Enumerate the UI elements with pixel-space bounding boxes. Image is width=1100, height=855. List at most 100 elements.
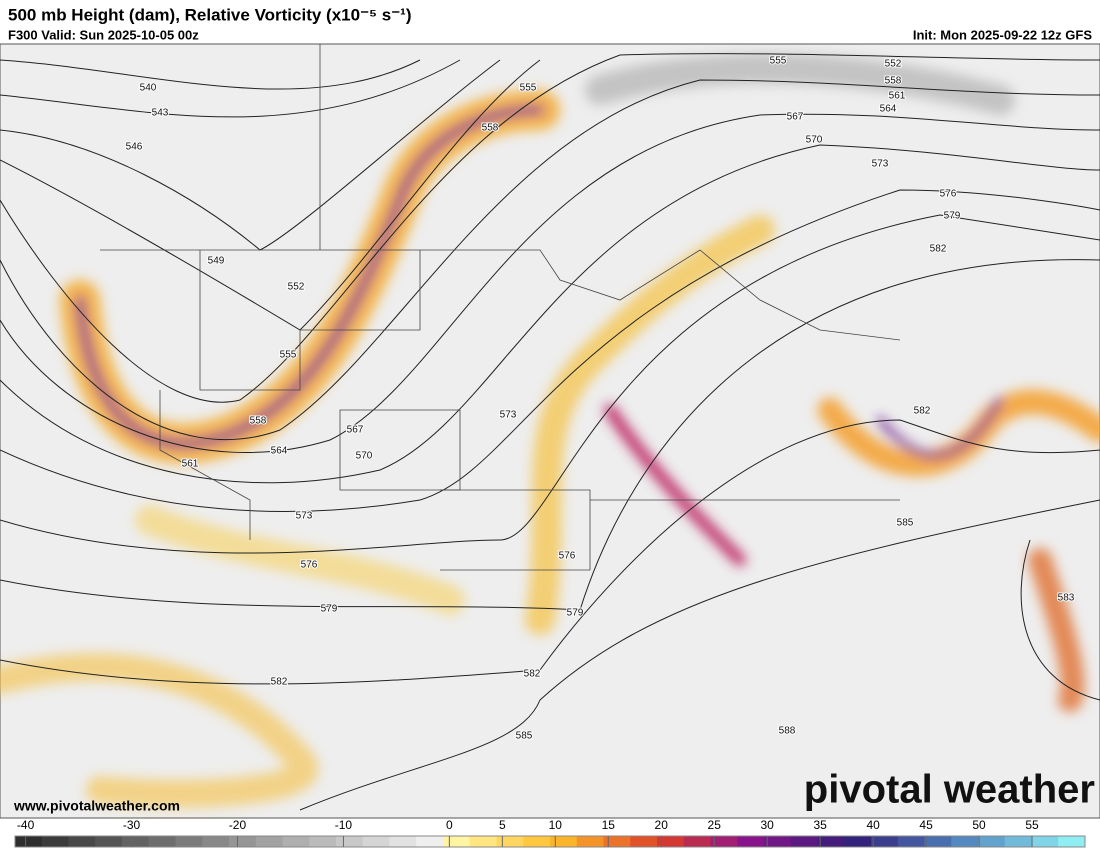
colorbar-swatch xyxy=(657,836,685,847)
colorbar-swatch xyxy=(737,836,765,847)
contour-label: 573 xyxy=(500,410,517,421)
colorbar-tick-label: -20 xyxy=(229,818,247,832)
colorbar-swatch xyxy=(924,836,952,847)
colorbar-tick-label: 10 xyxy=(549,818,563,832)
contour-label: 552 xyxy=(288,282,305,293)
colorbar-swatch xyxy=(603,836,631,847)
colorbar-tick-label: -40 xyxy=(17,818,35,832)
contour-label: 558 xyxy=(250,416,267,427)
contour-label: 540 xyxy=(140,83,157,94)
contour-label: 583 xyxy=(1058,593,1075,604)
colorbar-tick-label: -30 xyxy=(123,818,141,832)
colorbar-swatch xyxy=(469,836,497,847)
colorbar-swatch xyxy=(68,836,96,847)
height-contours xyxy=(0,53,1100,811)
contour-label: 564 xyxy=(271,446,288,457)
contour-label: 582 xyxy=(271,677,288,688)
colorbar-swatch xyxy=(764,836,792,847)
colorbar-swatch xyxy=(844,836,872,847)
colorbar-swatch xyxy=(978,836,1006,847)
contour-label: 579 xyxy=(567,608,584,619)
contour-label: 567 xyxy=(787,112,804,123)
contour-label: 561 xyxy=(182,459,199,470)
colorbar-tick-label: -10 xyxy=(335,818,353,832)
contour-label: 570 xyxy=(356,451,373,462)
contour-label: 558 xyxy=(482,123,499,134)
logo: pivotal weather xyxy=(804,768,1095,812)
colorbar-tick-label: 30 xyxy=(760,818,774,832)
contour-label: 576 xyxy=(940,189,957,200)
colorbar-swatch xyxy=(122,836,150,847)
contour-label: 585 xyxy=(516,731,533,742)
colorbar-swatch xyxy=(309,836,337,847)
colorbar-swatch xyxy=(443,836,471,847)
colorbar-tick-label: 25 xyxy=(708,818,722,832)
init-time: Init: Mon 2025-09-22 12z GFS xyxy=(913,27,1092,42)
contour-label: 573 xyxy=(296,511,313,522)
contour-label: 576 xyxy=(559,551,576,562)
colorbar-swatch xyxy=(416,836,444,847)
colorbar-swatch xyxy=(336,836,364,847)
contour-label: 567 xyxy=(347,425,364,436)
contour-label: 570 xyxy=(806,135,823,146)
boundaries xyxy=(100,44,901,571)
contour-label: 561 xyxy=(889,91,906,102)
colorbar-swatch xyxy=(1004,836,1032,847)
contour-label: 588 xyxy=(779,726,796,737)
colorbar-swatch xyxy=(15,836,43,847)
colorbar-swatch xyxy=(255,836,283,847)
colorbar-tick-label: 40 xyxy=(866,818,880,832)
colorbar-tick-label: 15 xyxy=(602,818,616,832)
colorbar-swatch xyxy=(630,836,658,847)
contour-label: 555 xyxy=(770,56,787,67)
contour-label: 585 xyxy=(897,518,914,529)
contour-label: 582 xyxy=(914,406,931,417)
contour-label: 579 xyxy=(944,211,961,222)
colorbar-swatch xyxy=(790,836,818,847)
colorbar-swatch xyxy=(229,836,257,847)
contour-label: 552 xyxy=(885,59,902,70)
contour-label: 549 xyxy=(208,256,225,267)
contour-label: 558 xyxy=(885,76,902,87)
colorbar-tick-label: 0 xyxy=(446,818,453,832)
colorbar-tick-label: 50 xyxy=(972,818,986,832)
colorbar-swatch xyxy=(817,836,845,847)
colorbar-swatch xyxy=(1031,836,1059,847)
colorbar-swatch xyxy=(496,836,524,847)
vorticity-field xyxy=(0,53,1100,808)
contour-label: 576 xyxy=(301,560,318,571)
colorbar: -40 -30 -20 -10 0 5 10 15 20 25 30 35 40 45 50 55 xyxy=(14,818,1086,848)
contour-label: 573 xyxy=(872,159,889,170)
colorbar-swatch xyxy=(951,836,979,847)
colorbar-swatch xyxy=(95,836,123,847)
colorbar-swatch xyxy=(1058,836,1086,847)
colorbar-swatch xyxy=(897,836,925,847)
contour-label: 546 xyxy=(126,142,143,153)
colorbar-swatch xyxy=(710,836,738,847)
contour-label: 543 xyxy=(152,108,169,119)
colorbar-swatch xyxy=(282,836,310,847)
colorbar-swatch xyxy=(41,836,69,847)
colorbar-tick-label: 5 xyxy=(499,818,506,832)
colorbar-swatch xyxy=(523,836,551,847)
contour-label: 555 xyxy=(520,83,537,94)
colorbar-swatch xyxy=(683,836,711,847)
contour-label: 579 xyxy=(321,604,338,615)
contour-label: 564 xyxy=(880,104,897,115)
contour-label: 555 xyxy=(280,350,297,361)
colorbar-tick-label: 55 xyxy=(1025,818,1039,832)
colorbar-swatch xyxy=(202,836,230,847)
colorbar-swatch xyxy=(576,836,604,847)
contour-label: 582 xyxy=(930,244,947,255)
map-title: 500 mb Height (dam), Relative Vorticity … xyxy=(8,5,412,24)
contour-label-group: 540 543 546 549 552 555 558 561 564 567 570 573 576 5… xyxy=(125,55,1076,743)
website: www.pivotalweather.com xyxy=(13,798,180,814)
colorbar-swatch xyxy=(389,836,417,847)
valid-time: F300 Valid: Sun 2025-10-05 00z xyxy=(8,27,199,42)
colorbar-swatch xyxy=(550,836,578,847)
colorbar-swatch xyxy=(871,836,899,847)
colorbar-swatch xyxy=(175,836,203,847)
colorbar-swatch xyxy=(148,836,176,847)
colorbar-swatch xyxy=(362,836,390,847)
